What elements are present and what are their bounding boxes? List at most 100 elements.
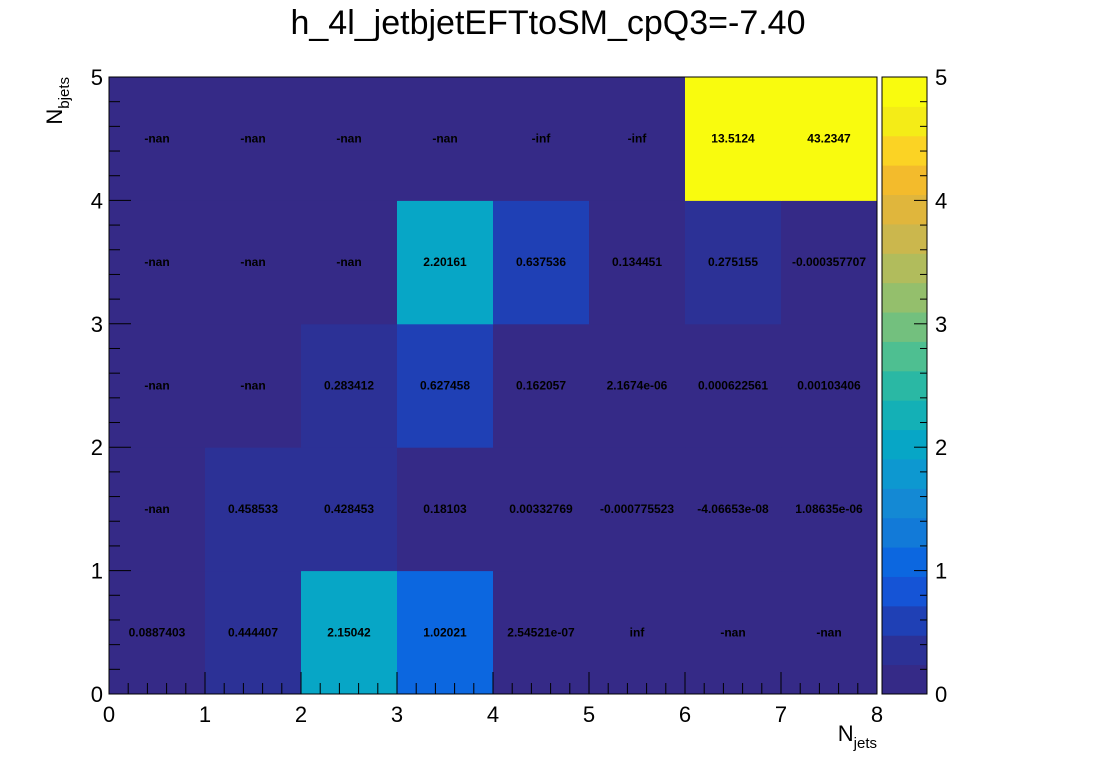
colorbar-tick-label: 3 [935, 312, 947, 337]
cell-value-label: -nan [336, 255, 361, 269]
cell-value-label: 0.134451 [612, 255, 662, 269]
y-tick-label: 1 [91, 559, 103, 584]
colorbar-tick-label: 5 [935, 65, 947, 90]
colorbar-segment [882, 223, 927, 254]
cell-value-label: -0.000357707 [792, 255, 866, 269]
heatmap-cell [781, 323, 878, 448]
cell-value-label: 0.00103406 [797, 379, 861, 393]
heatmap-cell [301, 447, 398, 572]
colorbar-segment [882, 312, 927, 342]
x-tick-label: 1 [199, 702, 211, 727]
colorbar-segment [882, 547, 927, 577]
cell-value-label: 0.283412 [324, 379, 374, 393]
heatmap-cell [493, 200, 590, 325]
heatmap-cell [301, 323, 398, 448]
cell-value-label: 0.637536 [516, 255, 566, 269]
heatmap-cell [397, 200, 494, 325]
heatmap-cell [781, 200, 878, 325]
cell-value-label: inf [630, 625, 646, 639]
heatmap-cell [589, 77, 686, 201]
colorbar-segment [882, 429, 927, 460]
cell-value-label: 0.162057 [516, 379, 566, 393]
cell-value-label: 0.428453 [324, 502, 374, 516]
heatmap-cell [205, 200, 302, 325]
heatmap-cell [685, 570, 782, 695]
heatmap-cell [109, 200, 206, 325]
heatmap-cell [781, 447, 878, 572]
cell-value-label: 1.08635e-06 [795, 502, 863, 516]
cell-value-label: 2.20161 [423, 255, 467, 269]
cell-value-label: -nan [816, 625, 841, 639]
cell-value-label: -nan [144, 502, 169, 516]
x-tick-label: 0 [103, 702, 115, 727]
colorbar-segment [882, 282, 927, 313]
heatmap-cell [589, 570, 686, 695]
heatmap-cell [205, 447, 302, 572]
cell-value-label: -nan [240, 255, 265, 269]
heatmap-cell [205, 323, 302, 448]
cell-value-label: 43.2347 [807, 132, 851, 146]
heatmap-cell [397, 570, 494, 695]
x-tick-label: 8 [871, 702, 883, 727]
cell-value-label: -nan [432, 132, 457, 146]
colorbar-segment [882, 253, 927, 284]
cell-value-label: -nan [144, 132, 169, 146]
y-tick-label: 2 [91, 435, 103, 460]
y-tick-label: 3 [91, 312, 103, 337]
colorbar-segment [882, 194, 927, 225]
heatmap-cell [109, 77, 206, 201]
colorbar-segment [882, 517, 927, 548]
heatmap-cell [781, 570, 878, 695]
heatmap-cell [205, 77, 302, 201]
y-axis-title: Nbjets [42, 77, 73, 125]
heatmap-cell-labels: 0.0887403 0.444407 2.15042 1.02021 2.54521e-… [129, 132, 867, 640]
cell-value-label: 0.627458 [420, 379, 470, 393]
colorbar-segment [882, 488, 927, 519]
cell-value-label: 0.000622561 [698, 379, 768, 393]
colorbar-frame [881, 76, 928, 695]
colorbar-tick-label: 2 [935, 435, 947, 460]
heatmap-cell [493, 447, 590, 572]
cell-value-label: 0.18103 [423, 502, 467, 516]
heatmap-cell [493, 77, 590, 201]
heatmap-cell [397, 447, 494, 572]
heatmap-cell [589, 447, 686, 572]
colorbar-segment [882, 135, 927, 166]
colorbar-segment [882, 165, 927, 196]
heatmap-cell [301, 77, 398, 201]
cell-value-label: -nan [336, 132, 361, 146]
cell-value-label: 0.0887403 [129, 625, 186, 639]
cell-value-label: -0.000775523 [600, 502, 674, 516]
colorbar-tick-label: 1 [935, 559, 947, 584]
heatmap-cell [589, 323, 686, 448]
colorbar-segment [882, 341, 927, 372]
colorbar-tick-label: 0 [935, 682, 947, 707]
y-axis-title-main: N [42, 109, 67, 125]
x-tick-label: 5 [583, 702, 595, 727]
colorbar-segment [882, 635, 927, 666]
cell-value-label: 0.00332769 [509, 502, 573, 516]
x-tick-label: 3 [391, 702, 403, 727]
heatmap-cell [109, 447, 206, 572]
heatmap-cell [109, 323, 206, 448]
colorbar-segment [882, 400, 927, 431]
cell-value-label: 2.15042 [327, 625, 371, 639]
cell-value-label: 13.5124 [711, 132, 755, 146]
heatmap-cell [493, 323, 590, 448]
cell-value-label: 0.444407 [228, 625, 278, 639]
x-axis: 0 1 2 3 4 5 6 7 8 [103, 672, 883, 727]
colorbar-segment [882, 77, 927, 107]
y-tick-label: 4 [91, 188, 103, 213]
cell-value-label: -nan [240, 379, 265, 393]
colorbar-segment [882, 576, 927, 607]
cell-value-label: -inf [628, 132, 648, 146]
heatmap-cell [589, 200, 686, 325]
heatmap-cell [301, 570, 398, 695]
heatmap-cells [109, 77, 878, 695]
colorbar-segment [882, 106, 927, 137]
heatmap-cell [301, 200, 398, 325]
y-tick-label: 5 [91, 65, 103, 90]
x-tick-label: 7 [775, 702, 787, 727]
chart-title: h_4l_jetbjetEFTtoSM_cpQ3=-7.40 [290, 4, 806, 42]
